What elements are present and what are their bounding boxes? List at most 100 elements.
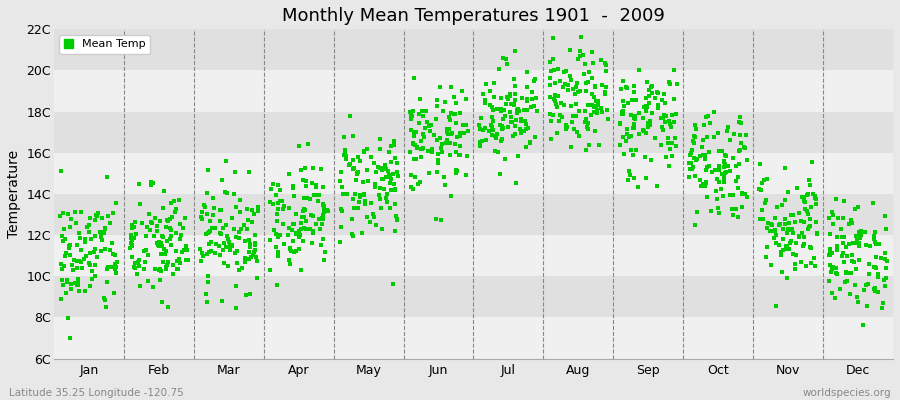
Point	[406, 186, 420, 192]
Point	[424, 122, 438, 128]
Point	[374, 166, 389, 173]
Point	[754, 187, 769, 193]
Point	[578, 61, 592, 67]
Point	[684, 160, 698, 166]
Point	[489, 135, 503, 141]
Point	[221, 236, 236, 242]
Point	[316, 184, 330, 190]
Point	[829, 265, 843, 271]
Point	[293, 267, 308, 273]
Point	[852, 229, 867, 235]
Point	[515, 95, 529, 102]
Point	[173, 259, 187, 266]
Point	[859, 242, 873, 248]
Point	[386, 142, 400, 149]
Point	[449, 149, 464, 156]
Point	[788, 266, 803, 272]
Point	[108, 260, 122, 267]
Point	[867, 264, 881, 270]
Point	[373, 136, 387, 143]
Point	[346, 157, 360, 163]
Point	[147, 233, 161, 239]
Point	[616, 151, 631, 157]
Point	[285, 238, 300, 244]
Point	[402, 148, 417, 155]
Point	[514, 116, 528, 122]
Point	[367, 160, 382, 166]
Point	[229, 234, 243, 240]
Point	[508, 97, 523, 103]
Point	[241, 256, 256, 262]
Point	[426, 146, 440, 152]
Point	[598, 90, 613, 97]
Point	[735, 190, 750, 196]
Point	[212, 218, 227, 224]
Point	[450, 168, 464, 174]
Point	[293, 167, 308, 173]
Point	[408, 174, 422, 180]
Point	[200, 211, 214, 218]
Point	[798, 199, 813, 206]
Point	[565, 119, 580, 126]
Point	[140, 224, 154, 230]
Point	[621, 168, 635, 174]
Point	[346, 166, 360, 172]
Point	[200, 251, 214, 258]
Point	[760, 253, 774, 260]
Point	[390, 159, 404, 166]
Point	[164, 200, 178, 206]
Point	[196, 202, 211, 209]
Point	[292, 234, 306, 240]
Point	[266, 200, 280, 207]
Point	[111, 259, 125, 265]
Point	[588, 84, 602, 90]
Point	[202, 240, 217, 247]
Point	[58, 253, 72, 259]
Point	[194, 250, 209, 256]
Point	[650, 89, 664, 96]
Point	[637, 104, 652, 110]
Point	[624, 146, 638, 153]
Point	[543, 94, 557, 100]
Point	[494, 108, 508, 114]
Point	[421, 148, 436, 154]
Point	[653, 142, 668, 148]
Point	[492, 66, 507, 72]
Point	[638, 104, 652, 110]
Point	[71, 257, 86, 264]
Legend: Mean Temp: Mean Temp	[59, 35, 149, 54]
Point	[251, 204, 266, 210]
Point	[587, 104, 601, 111]
Point	[512, 108, 526, 114]
Point	[442, 126, 456, 132]
Point	[107, 252, 122, 258]
Point	[572, 47, 587, 54]
Point	[579, 116, 593, 122]
Point	[717, 172, 732, 178]
Point	[67, 257, 81, 263]
Point	[508, 83, 522, 89]
Point	[75, 264, 89, 271]
Point	[414, 138, 428, 144]
Point	[287, 249, 302, 255]
Point	[847, 259, 861, 266]
Point	[567, 125, 581, 132]
Point	[585, 91, 599, 98]
Point	[692, 153, 706, 160]
Point	[568, 113, 582, 120]
Point	[338, 147, 353, 153]
Point	[849, 266, 863, 272]
Point	[296, 208, 310, 215]
Point	[64, 281, 78, 287]
Point	[437, 174, 452, 180]
Point	[164, 242, 178, 248]
Point	[406, 141, 420, 147]
Point	[694, 183, 708, 190]
Point	[868, 238, 883, 245]
Point	[636, 115, 651, 122]
Point	[62, 252, 77, 259]
Point	[153, 277, 167, 284]
Point	[54, 296, 68, 302]
Point	[78, 288, 93, 294]
Point	[231, 235, 246, 242]
